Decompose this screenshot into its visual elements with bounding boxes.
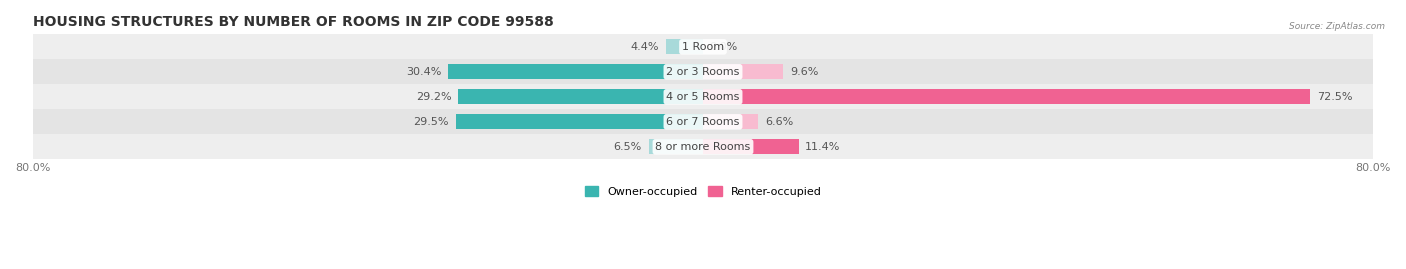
Bar xyxy=(456,114,703,129)
Text: 6.5%: 6.5% xyxy=(613,142,641,152)
Bar xyxy=(648,139,703,154)
Text: 29.5%: 29.5% xyxy=(413,117,449,127)
Bar xyxy=(703,89,1310,104)
Bar xyxy=(458,89,703,104)
Bar xyxy=(32,109,1374,134)
Text: HOUSING STRUCTURES BY NUMBER OF ROOMS IN ZIP CODE 99588: HOUSING STRUCTURES BY NUMBER OF ROOMS IN… xyxy=(32,15,554,29)
Text: 6 or 7 Rooms: 6 or 7 Rooms xyxy=(666,117,740,127)
Text: 1 Room: 1 Room xyxy=(682,42,724,52)
Text: 9.6%: 9.6% xyxy=(790,67,818,77)
Text: 11.4%: 11.4% xyxy=(806,142,841,152)
Text: 8 or more Rooms: 8 or more Rooms xyxy=(655,142,751,152)
Text: 2 or 3 Rooms: 2 or 3 Rooms xyxy=(666,67,740,77)
Bar xyxy=(449,64,703,79)
Bar xyxy=(32,34,1374,59)
Text: 29.2%: 29.2% xyxy=(416,92,451,102)
Text: 72.5%: 72.5% xyxy=(1317,92,1353,102)
Text: 4 or 5 Rooms: 4 or 5 Rooms xyxy=(666,92,740,102)
Text: 30.4%: 30.4% xyxy=(406,67,441,77)
Bar xyxy=(32,134,1374,159)
Bar xyxy=(666,39,703,54)
Bar xyxy=(703,114,758,129)
Bar xyxy=(703,139,799,154)
Text: 4.4%: 4.4% xyxy=(631,42,659,52)
Text: Source: ZipAtlas.com: Source: ZipAtlas.com xyxy=(1289,22,1385,30)
Legend: Owner-occupied, Renter-occupied: Owner-occupied, Renter-occupied xyxy=(581,182,825,201)
Text: 0.0%: 0.0% xyxy=(710,42,738,52)
Bar xyxy=(703,64,783,79)
Bar xyxy=(32,84,1374,109)
Text: 6.6%: 6.6% xyxy=(765,117,793,127)
Bar xyxy=(32,59,1374,84)
